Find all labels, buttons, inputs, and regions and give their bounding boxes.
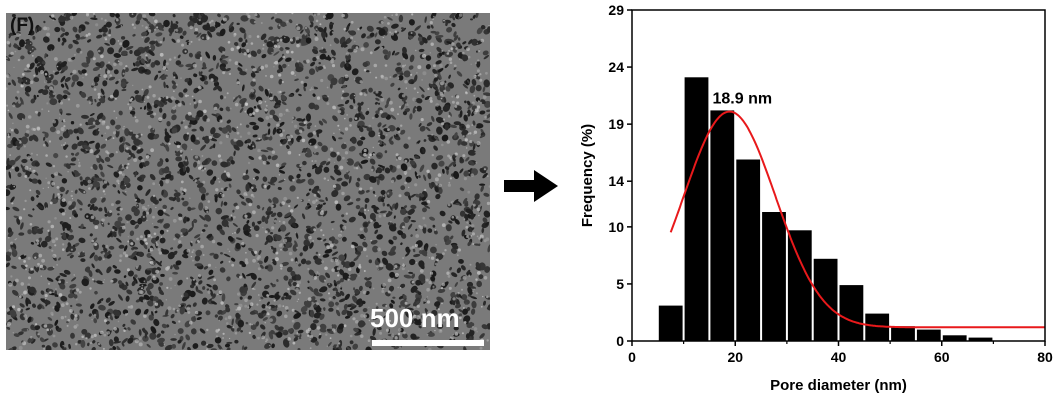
histogram-bar [813, 258, 838, 341]
x-tick-label: 60 [934, 349, 950, 365]
scale-bar-label: 500 nm [370, 303, 460, 333]
histogram-bar [762, 212, 786, 341]
sem-texture [6, 13, 490, 350]
histogram-bar [942, 335, 967, 341]
y-tick-label: 19 [608, 116, 624, 132]
gaussian-fit-curve [669, 110, 1045, 329]
x-tick-label: 0 [628, 349, 636, 365]
histogram-bar [684, 77, 709, 342]
histogram-bar [710, 110, 735, 342]
y-tick-label: 10 [608, 219, 624, 235]
y-tick-label: 29 [608, 2, 624, 18]
x-tick-label: 80 [1037, 349, 1053, 365]
y-tick-label: 0 [616, 333, 624, 349]
x-axis-title: Pore diameter (nm) [770, 377, 907, 394]
histogram-bar [891, 326, 915, 341]
y-tick-label: 5 [616, 276, 624, 292]
y-tick-label: 14 [608, 173, 624, 189]
x-tick-label: 20 [727, 349, 743, 365]
histogram-bar [865, 313, 890, 341]
histogram-bar [968, 337, 993, 341]
arrow-right-icon [504, 170, 558, 202]
panel-label: (F) [10, 15, 35, 36]
histogram-bar [658, 305, 683, 341]
histogram-bar [736, 159, 761, 341]
histogram-bar [787, 230, 812, 341]
peak-annotation: 18.9 nm [713, 91, 773, 108]
arrow-shape [504, 170, 558, 202]
x-tick-label: 40 [831, 349, 847, 365]
ticks-layer: 0 20 40 60 80 0 5 10 14 19 24 29 [608, 2, 1053, 365]
bars-layer [658, 77, 993, 342]
y-axis-title: Frequency (%) [579, 124, 596, 227]
histogram-bar [839, 285, 864, 341]
y-tick-label: 24 [608, 59, 624, 75]
sem-micrograph: (F) 500 nm [6, 13, 490, 350]
scale-bar [372, 340, 484, 346]
histogram-bar [916, 329, 941, 341]
